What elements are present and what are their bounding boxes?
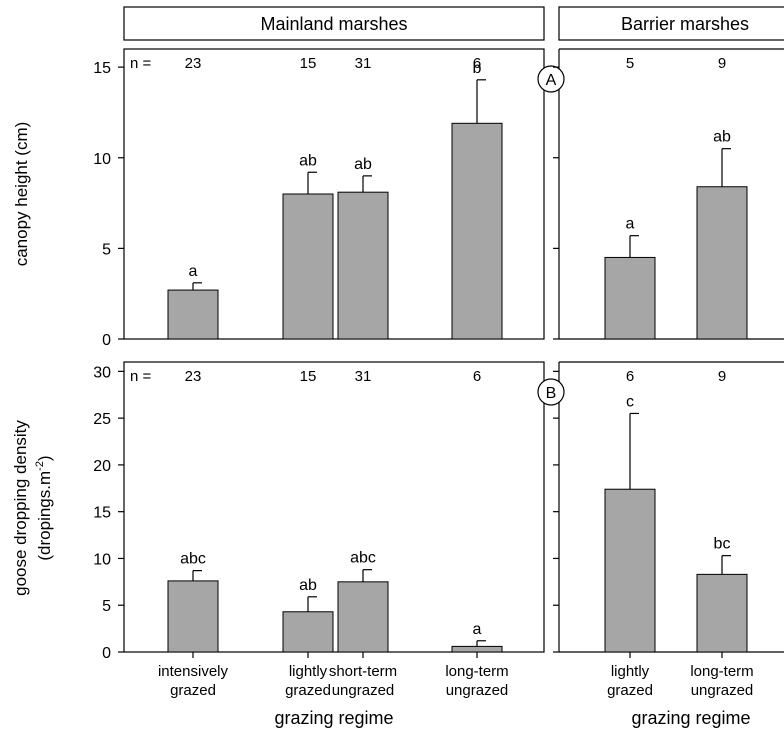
barrier-header: Barrier marshes (621, 14, 749, 34)
x-tick-label-line2: grazed (607, 682, 653, 699)
significance-letter: abc (350, 550, 376, 567)
significance-letter: a (626, 216, 635, 233)
significance-letter: abc (180, 551, 206, 568)
x-tick-label-line1: long-term (445, 663, 508, 680)
panel-b-ylabel-line1: goose dropping density (11, 420, 30, 596)
sample-size: 23 (185, 368, 202, 385)
panel-a-label: A (546, 72, 557, 89)
sample-size: 6 (473, 368, 481, 385)
mainland-header: Mainland marshes (260, 14, 407, 34)
bar (337, 191, 389, 340)
panel-b-barrier-frame (558, 361, 784, 653)
x-tick-label-line1: intensively (158, 663, 229, 680)
panel-a-marks: 0 5 10 15 a 23 ab 15 ab 31 b6 a 5 ab 9 (93, 55, 748, 349)
barrier-header-box (558, 6, 784, 41)
x-tick-label-line2: ungrazed (691, 682, 754, 699)
x-tick-label-line1: short-term (329, 663, 397, 680)
significance-letter: ab (713, 129, 731, 146)
y-tick-label: 15 (93, 505, 111, 522)
y-tick-label: 25 (93, 411, 111, 428)
x-tick-label-line2: ungrazed (446, 682, 509, 699)
panel-a-label-circle (537, 65, 565, 93)
bar (167, 580, 219, 653)
x-tick-label-line2: ungrazed (332, 682, 395, 699)
x-tick-label-line2: grazed (170, 682, 216, 699)
sample-size: 31 (355, 368, 372, 385)
panel-a-mainland-frame (123, 48, 545, 340)
bar (167, 289, 219, 340)
y-tick-label: 10 (93, 151, 111, 168)
sample-size: 6 (473, 55, 481, 72)
panel-a-n-prefix: n = (130, 55, 152, 72)
panel-b-ylabel-line2: (dropings.m-2) (34, 455, 54, 560)
bar (604, 488, 656, 653)
sample-size: 15 (300, 55, 317, 72)
panel-a: n = A canopy height (cm) 051015a23ab15ab… (12, 48, 784, 349)
bar (604, 256, 656, 340)
significance-letter: a (473, 621, 482, 638)
sample-size: 9 (718, 368, 726, 385)
sample-size: 31 (355, 55, 372, 72)
mainland-header-box (123, 6, 545, 41)
significance-letter: a (189, 263, 198, 280)
y-tick-label: 5 (102, 598, 111, 615)
bar (337, 581, 389, 653)
y-tick-label: 30 (93, 364, 111, 381)
significance-letter: c (626, 393, 634, 410)
significance-letter: ab (354, 156, 372, 173)
panel-b-label: B (546, 385, 557, 402)
y-tick-label: 10 (93, 551, 111, 568)
mainland-xlabel: grazing regime (274, 708, 393, 728)
y-tick-label: 0 (102, 645, 111, 662)
y-tick-label: 15 (93, 60, 111, 77)
panel-a-ylabel: canopy height (cm) (12, 122, 31, 267)
x-tick-label-line1: lightly (289, 663, 328, 680)
sample-size: 15 (300, 368, 317, 385)
sample-size: 5 (626, 55, 634, 72)
bar (451, 645, 503, 653)
significance-letter: ab (299, 152, 317, 169)
significance-letter: ab (299, 577, 317, 594)
significance-letter: bc (714, 536, 731, 553)
bar (282, 611, 334, 653)
sample-size: 9 (718, 55, 726, 72)
y-tick-label: 20 (93, 458, 111, 475)
sample-size: 6 (626, 368, 634, 385)
barrier-xlabel: grazing regime (631, 708, 750, 728)
x-tick-labels: intensively grazed lightly grazed short-term… (158, 652, 754, 699)
panel-a-barrier-frame (558, 48, 784, 340)
x-tick-label-line1: long-term (690, 663, 753, 680)
sample-size: 23 (185, 55, 202, 72)
panel-b-n-prefix: n = (130, 368, 152, 385)
bar (451, 122, 503, 340)
panel-b-label-circle (537, 378, 565, 406)
x-tick-label-line2: grazed (285, 682, 331, 699)
panel-b-mainland-frame (123, 361, 545, 653)
y-tick-label: 0 (102, 332, 111, 349)
y-tick-label: 5 (102, 241, 111, 258)
bar (282, 193, 334, 340)
panel-b-marks: 0 5 10 15 20 25 30 abc 23 ab 15 abc 31 a 6 c 6 bc 9 (93, 364, 748, 662)
x-tick-label-line1: lightly (611, 663, 650, 680)
panel-b: n = B goose dropping density (dropings.m… (11, 361, 784, 662)
bar (696, 573, 748, 653)
significance-letter: b (473, 60, 482, 77)
bar (696, 186, 748, 340)
